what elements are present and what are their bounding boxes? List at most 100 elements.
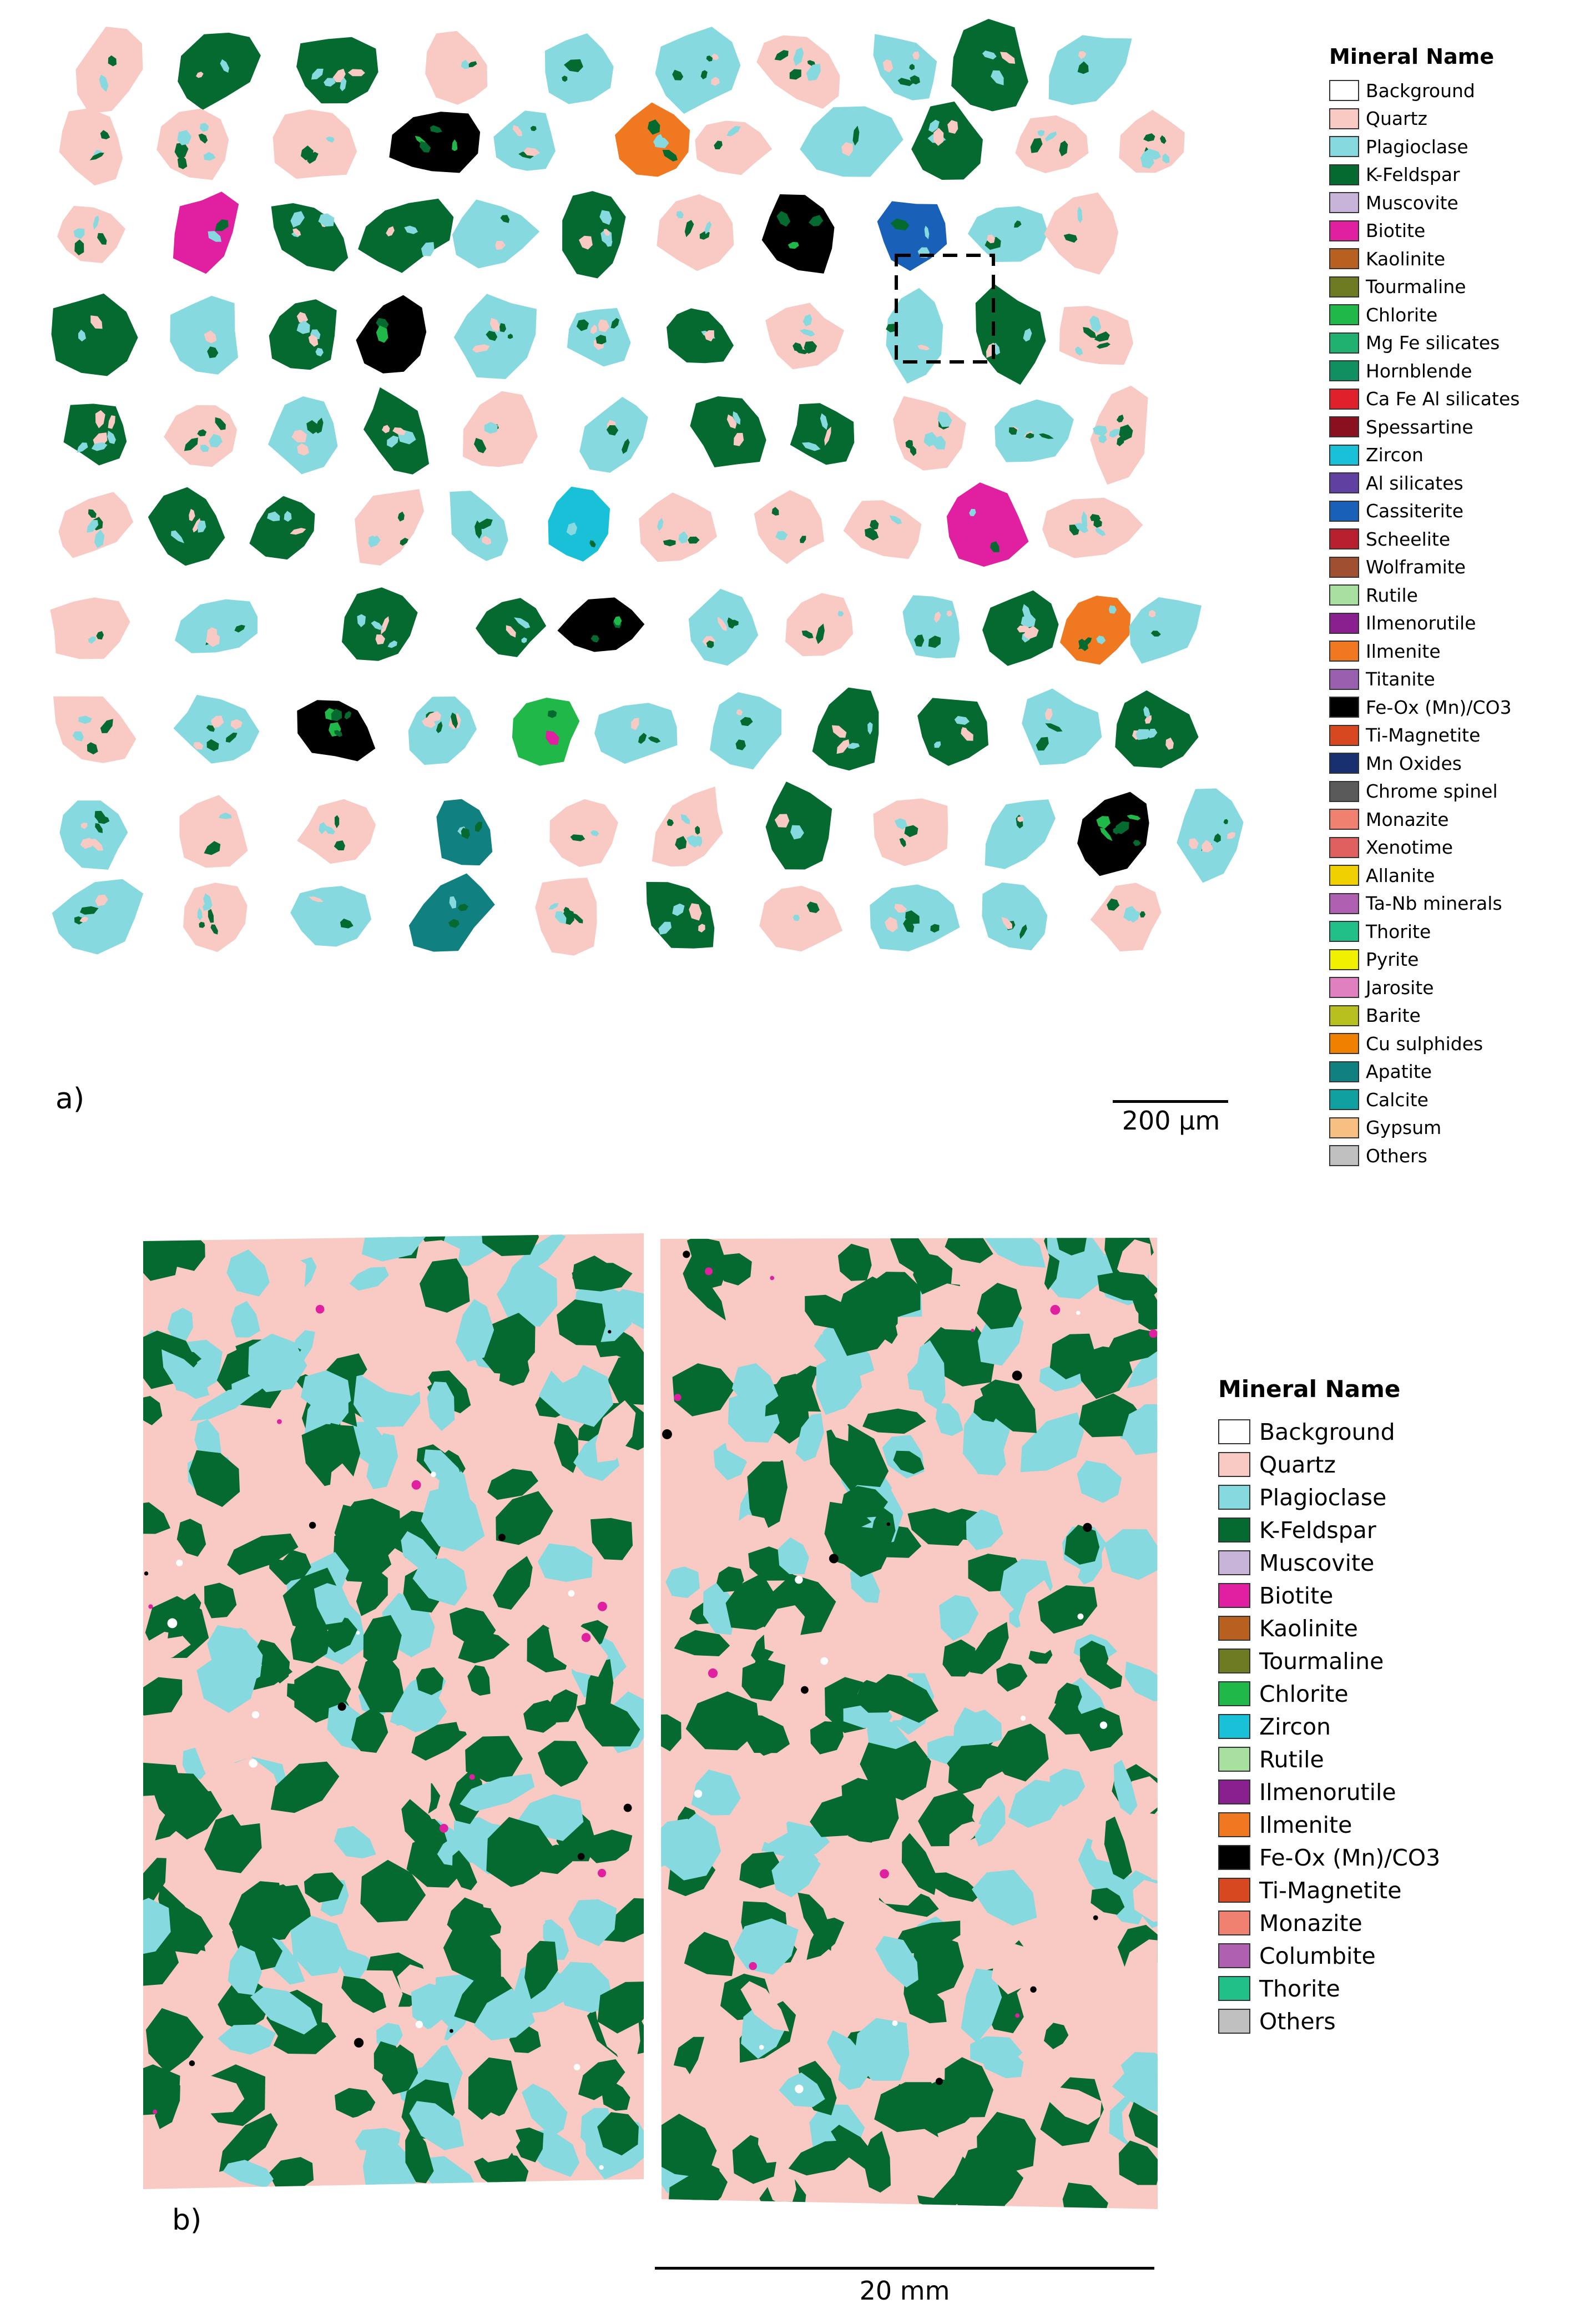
legend-label: Pyrite	[1366, 949, 1419, 971]
mineral-patch	[980, 1379, 1037, 1433]
mineral-patch	[1112, 2072, 1158, 2115]
grain-inclusion	[449, 896, 457, 909]
accessory-mineral	[431, 1471, 436, 1478]
legend-item: Chrome spinel	[1329, 778, 1520, 806]
accessory-mineral	[597, 1601, 607, 1611]
grain-inclusion	[90, 315, 103, 329]
grain-inclusion	[200, 123, 209, 132]
accessory-mineral	[356, 1631, 360, 1635]
grain-inclusion	[680, 814, 690, 824]
grain-inclusion	[711, 77, 720, 86]
mineral-patch	[223, 2160, 274, 2188]
accessory-mineral	[694, 1789, 703, 1798]
grain-inclusion	[215, 417, 226, 430]
grain-inclusion	[563, 906, 571, 914]
mineral-patch	[402, 1698, 447, 1732]
grain	[179, 795, 248, 868]
grain-inclusion	[933, 128, 944, 146]
mineral-patch	[903, 1977, 947, 2024]
grain	[759, 885, 843, 952]
grain-inclusion	[610, 317, 619, 329]
mineral-patch	[578, 2059, 625, 2100]
mineral-patch	[259, 1844, 298, 1887]
grain-inclusion	[381, 616, 390, 635]
grain-inclusion	[672, 903, 685, 916]
grain-inclusion	[474, 821, 483, 832]
legend-item: Titanite	[1329, 666, 1520, 694]
accessory-mineral	[801, 1686, 809, 1694]
accessory-mineral	[674, 1394, 682, 1402]
mineral-patch	[420, 1258, 470, 1313]
grain-inclusion	[340, 77, 347, 92]
grain-inclusion	[422, 718, 436, 728]
grain-mineral-map	[50, 19, 1244, 956]
legend-label: Tourmaline	[1366, 276, 1466, 298]
grain-inclusion	[73, 228, 85, 239]
grain-inclusion	[638, 733, 647, 744]
legend-item: Cu sulphides	[1329, 1030, 1520, 1058]
grain-inclusion	[309, 896, 324, 903]
legend-item: Calcite	[1329, 1086, 1520, 1114]
legend-label: Background	[1366, 79, 1475, 102]
legend-swatch	[1218, 1779, 1250, 1804]
grain	[63, 404, 127, 466]
legend-swatch	[1329, 80, 1359, 102]
grain-inclusion	[837, 611, 844, 617]
mineral-patch	[538, 1543, 593, 1582]
grain-inclusion	[726, 414, 737, 429]
mineral-patch	[739, 1852, 782, 1889]
grain-inclusion	[1098, 435, 1107, 443]
grain-inclusion	[657, 518, 664, 531]
grain-inclusion	[711, 53, 719, 61]
grain-inclusion	[77, 442, 88, 453]
accessory-mineral	[759, 2045, 764, 2050]
accessory-mineral	[1030, 1986, 1037, 1993]
grain-inclusion	[521, 637, 527, 643]
mineral-patch	[747, 1458, 788, 1534]
mineral-patch	[778, 1537, 809, 1575]
grain	[639, 492, 717, 562]
grain-inclusion	[90, 839, 104, 851]
grain-inclusion	[946, 610, 952, 617]
mineral-patch	[1008, 1779, 1063, 1828]
accessory-mineral	[337, 1702, 346, 1711]
grain-inclusion	[934, 741, 941, 748]
thin-section-right	[660, 1238, 1158, 2209]
grain-inclusion	[706, 56, 713, 62]
mineral-patch	[409, 2101, 464, 2150]
grain-inclusion	[954, 715, 970, 725]
mineral-patch	[228, 1945, 262, 1995]
grain-inclusion	[208, 909, 214, 923]
grain	[902, 595, 960, 659]
legend-item: Chlorite	[1329, 301, 1520, 329]
grain	[812, 687, 879, 771]
accessory-mineral	[1077, 1613, 1084, 1620]
scale-bar-a	[1113, 1100, 1228, 1103]
legend-swatch	[1218, 1812, 1250, 1837]
mineral-patch	[250, 1987, 317, 2035]
grain-inclusion	[206, 739, 219, 752]
legend-label: Monazite	[1259, 1909, 1362, 1937]
legend-item: Allanite	[1329, 861, 1520, 890]
grain-inclusion	[421, 242, 435, 256]
grain	[1177, 788, 1244, 883]
grain-inclusion	[495, 241, 506, 250]
mineral-patch	[974, 1795, 1006, 1847]
legend-label: Kaolinite	[1366, 248, 1446, 270]
legend-label: Barite	[1366, 1005, 1421, 1027]
grain-inclusion	[841, 142, 853, 157]
grain-inclusion	[1096, 816, 1110, 829]
grain-inclusion	[357, 614, 366, 627]
grain-inclusion	[699, 231, 710, 240]
grain-inclusion	[486, 330, 498, 341]
legend-label: Zircon	[1366, 444, 1423, 466]
mineral-patch	[660, 1506, 688, 1531]
grain-inclusion	[1017, 816, 1024, 823]
mineral-patch	[334, 1826, 376, 1859]
grain	[175, 599, 258, 653]
accessory-mineral	[577, 1853, 585, 1861]
accessory-mineral	[623, 1803, 632, 1812]
thin-section-left	[143, 1233, 644, 2189]
grain-inclusion	[1130, 911, 1140, 923]
grain-inclusion	[1077, 61, 1089, 74]
